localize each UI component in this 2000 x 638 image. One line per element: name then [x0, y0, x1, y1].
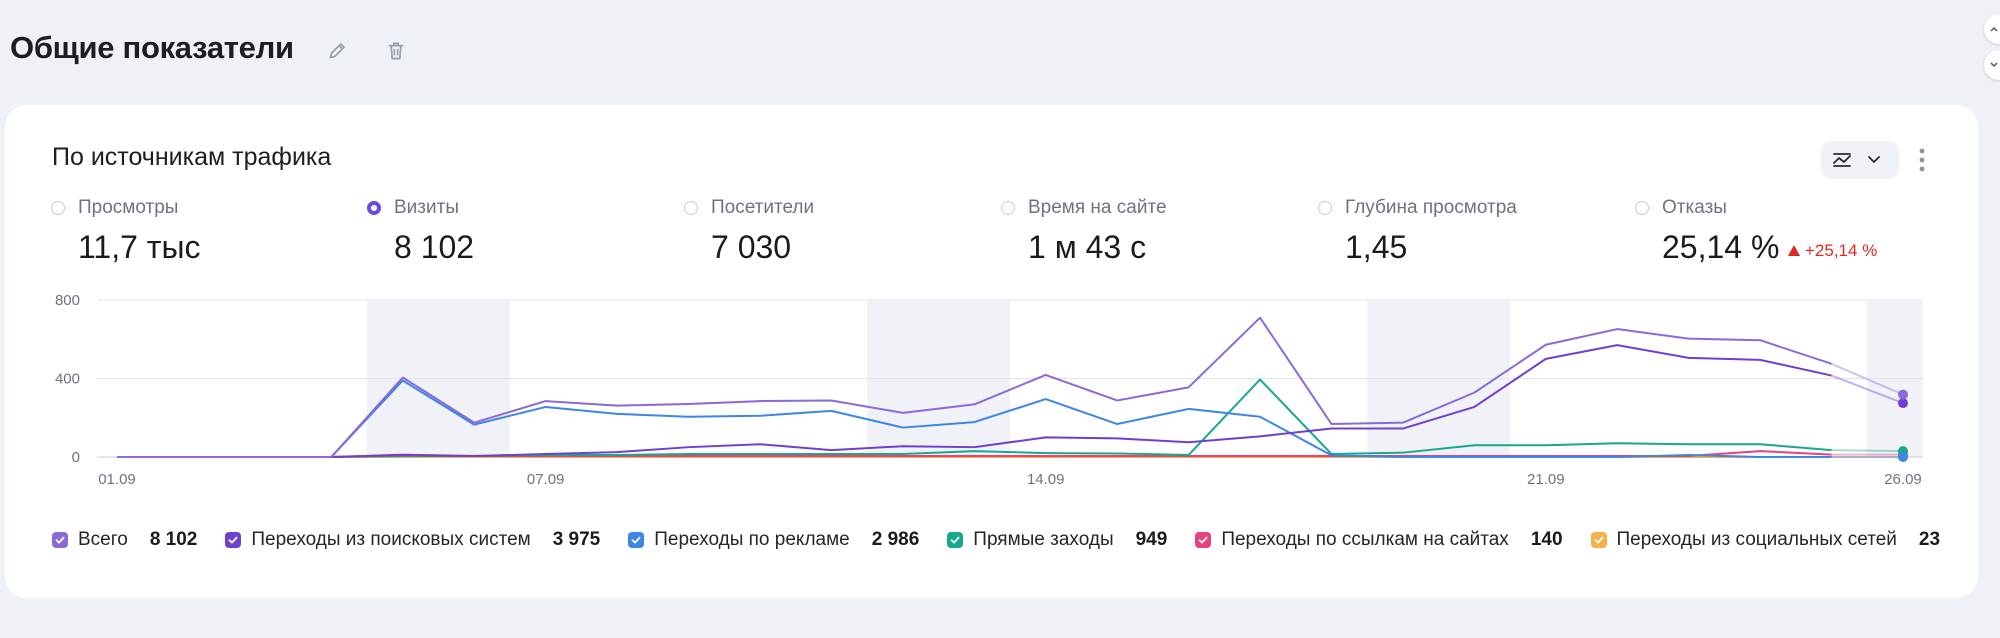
legend-label: Прямые заходы [973, 529, 1114, 550]
legend-checkbox[interactable] [947, 532, 964, 548]
checkmark-icon [1198, 536, 1208, 544]
legend-value: 3 975 [552, 529, 601, 550]
metric-value: 1,45 [1345, 229, 1408, 265]
series-line [117, 379, 1832, 458]
legend-label: Переходы из поисковых систем [251, 529, 531, 550]
legend-checkbox[interactable] [1195, 532, 1212, 548]
legend-item[interactable]: Переходы из поисковых систем 3 975 [225, 529, 600, 551]
legend-checkbox[interactable] [52, 532, 68, 548]
chevron-up-icon [1990, 26, 1998, 32]
arrow-up-icon [1788, 245, 1800, 256]
metric-label: Посетители [711, 197, 815, 218]
series-line [117, 344, 1832, 458]
checkmark-icon [228, 536, 238, 544]
legend-checkbox[interactable] [628, 532, 645, 548]
line-chart-icon [1833, 153, 1880, 167]
series-partial-segment [1831, 362, 1904, 396]
pencil-edit-icon[interactable] [324, 38, 350, 64]
legend-label: Переходы по рекламе [654, 529, 850, 550]
metric-radio[interactable] [1001, 201, 1015, 215]
trash-icon[interactable] [383, 38, 409, 64]
x-tick-label: 07.09 [527, 471, 565, 488]
series-end-point [1898, 452, 1908, 462]
x-tick-label: 21.09 [1527, 471, 1565, 488]
metric-radio[interactable] [51, 201, 65, 215]
metric-label: Глубина просмотра [1345, 197, 1517, 218]
legend-value: 8 102 [149, 529, 198, 550]
legend-label: Переходы из социальных сетей [1616, 529, 1897, 550]
metric-value: 11,7 тыс [78, 229, 201, 265]
chevron-down-icon [1990, 62, 1998, 68]
bounce-delta: +25,14 % [1788, 241, 1877, 261]
metric-label: Отказы [1662, 197, 1727, 218]
series-end-point [1898, 389, 1908, 400]
y-tick-label: 800 [55, 292, 80, 309]
legend-item[interactable]: Переходы из социальных сетей 23 [1590, 529, 1941, 551]
metric-radio[interactable] [684, 201, 698, 215]
chart-type-dropdown[interactable] [1821, 141, 1899, 179]
legend-checkbox[interactable] [225, 532, 242, 548]
series-partial-segment [1831, 374, 1904, 404]
traffic-sources-card: По источникам трафика Просмотры 11,7 тыс… [5, 105, 1978, 598]
metric-label: Время на сайте [1028, 197, 1167, 218]
legend-value: 140 [1530, 529, 1563, 550]
y-tick-label: 0 [72, 449, 80, 466]
card-title: По источникам трафика [52, 143, 332, 171]
x-tick-label: 01.09 [98, 471, 136, 488]
checkmark-icon [1594, 536, 1604, 544]
checkmark-icon [950, 536, 960, 544]
chevron-down-icon [1868, 156, 1880, 163]
x-tick-label: 14.09 [1027, 471, 1065, 488]
legend-item[interactable]: Прямые заходы 949 [947, 529, 1167, 551]
checkmark-icon [631, 536, 641, 544]
legend-item[interactable]: Переходы по рекламе 2 986 [628, 529, 919, 551]
legend-value: 2 986 [871, 529, 920, 550]
metric-label: Визиты [394, 197, 459, 218]
metric-value: 8 102 [394, 229, 475, 265]
legend-value: 949 [1135, 529, 1168, 550]
legend-checkbox[interactable] [1590, 532, 1607, 548]
series-line [117, 316, 1832, 458]
page-title: Общие показатели [10, 30, 294, 65]
x-tick-label: 26.09 [1884, 471, 1922, 488]
legend-value: 23 [1918, 529, 1941, 550]
metric-radio[interactable] [1318, 201, 1332, 215]
metric-value: 1 м 43 с [1028, 229, 1147, 265]
traffic-chart: 0 400 800 01.09 07.09 14.09 21.09 26.09 [55, 292, 1923, 488]
series-partial-segment [1831, 449, 1904, 453]
delta-value: +25,14 % [1805, 241, 1878, 260]
legend-label: Всего [78, 529, 128, 550]
y-tick-label: 400 [55, 371, 80, 388]
series-end-point [1898, 398, 1908, 409]
metric-value: 25,14 % [1662, 229, 1780, 265]
chart-legend: Всего 8 102 Переходы из поисковых систем 3 … [52, 525, 1968, 555]
checkmark-icon [55, 536, 65, 544]
metric-label: Просмотры [78, 197, 179, 218]
legend-item[interactable]: Всего 8 102 [52, 529, 197, 551]
scroll-up-button[interactable] [1984, 14, 2000, 44]
legend-label: Переходы по ссылкам на сайтах [1221, 529, 1509, 550]
metric-radio-selected[interactable] [367, 201, 381, 215]
legend-item[interactable]: Переходы по ссылкам на сайтах 140 [1195, 529, 1563, 551]
more-options-icon[interactable] [1912, 143, 1932, 177]
metric-value: 7 030 [711, 229, 792, 265]
metric-radio[interactable] [1635, 201, 1649, 215]
scroll-down-button[interactable] [1984, 50, 2000, 80]
